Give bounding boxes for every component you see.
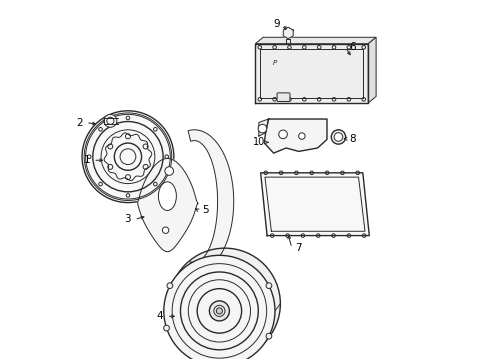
Circle shape <box>258 124 266 133</box>
Text: 2: 2 <box>76 118 82 128</box>
Text: 10: 10 <box>252 138 264 147</box>
Polygon shape <box>367 37 375 103</box>
Polygon shape <box>255 37 375 44</box>
Ellipse shape <box>216 308 222 314</box>
Text: 9: 9 <box>273 19 280 29</box>
Text: 8: 8 <box>348 134 355 144</box>
Text: 5: 5 <box>202 206 208 216</box>
Polygon shape <box>283 27 293 39</box>
Circle shape <box>265 283 271 288</box>
Circle shape <box>330 130 345 144</box>
Text: P: P <box>272 60 277 66</box>
Polygon shape <box>264 119 326 153</box>
Circle shape <box>163 325 169 331</box>
Circle shape <box>333 133 342 141</box>
Polygon shape <box>255 44 367 103</box>
Ellipse shape <box>163 255 274 360</box>
Circle shape <box>298 133 305 139</box>
Circle shape <box>162 227 168 233</box>
FancyBboxPatch shape <box>277 93 289 102</box>
Text: 7: 7 <box>294 243 301 253</box>
Ellipse shape <box>169 248 280 359</box>
Polygon shape <box>258 119 268 136</box>
Ellipse shape <box>82 111 174 203</box>
Circle shape <box>104 114 117 127</box>
Circle shape <box>278 130 287 139</box>
Ellipse shape <box>158 182 176 211</box>
Polygon shape <box>260 173 368 235</box>
Text: 4: 4 <box>157 311 163 321</box>
Circle shape <box>265 333 271 339</box>
Circle shape <box>164 167 173 175</box>
Polygon shape <box>138 158 198 252</box>
Text: 3: 3 <box>124 215 131 224</box>
Text: 1: 1 <box>83 155 90 165</box>
Circle shape <box>214 262 221 270</box>
Polygon shape <box>188 130 233 273</box>
Text: 6: 6 <box>348 42 355 52</box>
Ellipse shape <box>209 301 229 321</box>
Circle shape <box>167 283 172 288</box>
